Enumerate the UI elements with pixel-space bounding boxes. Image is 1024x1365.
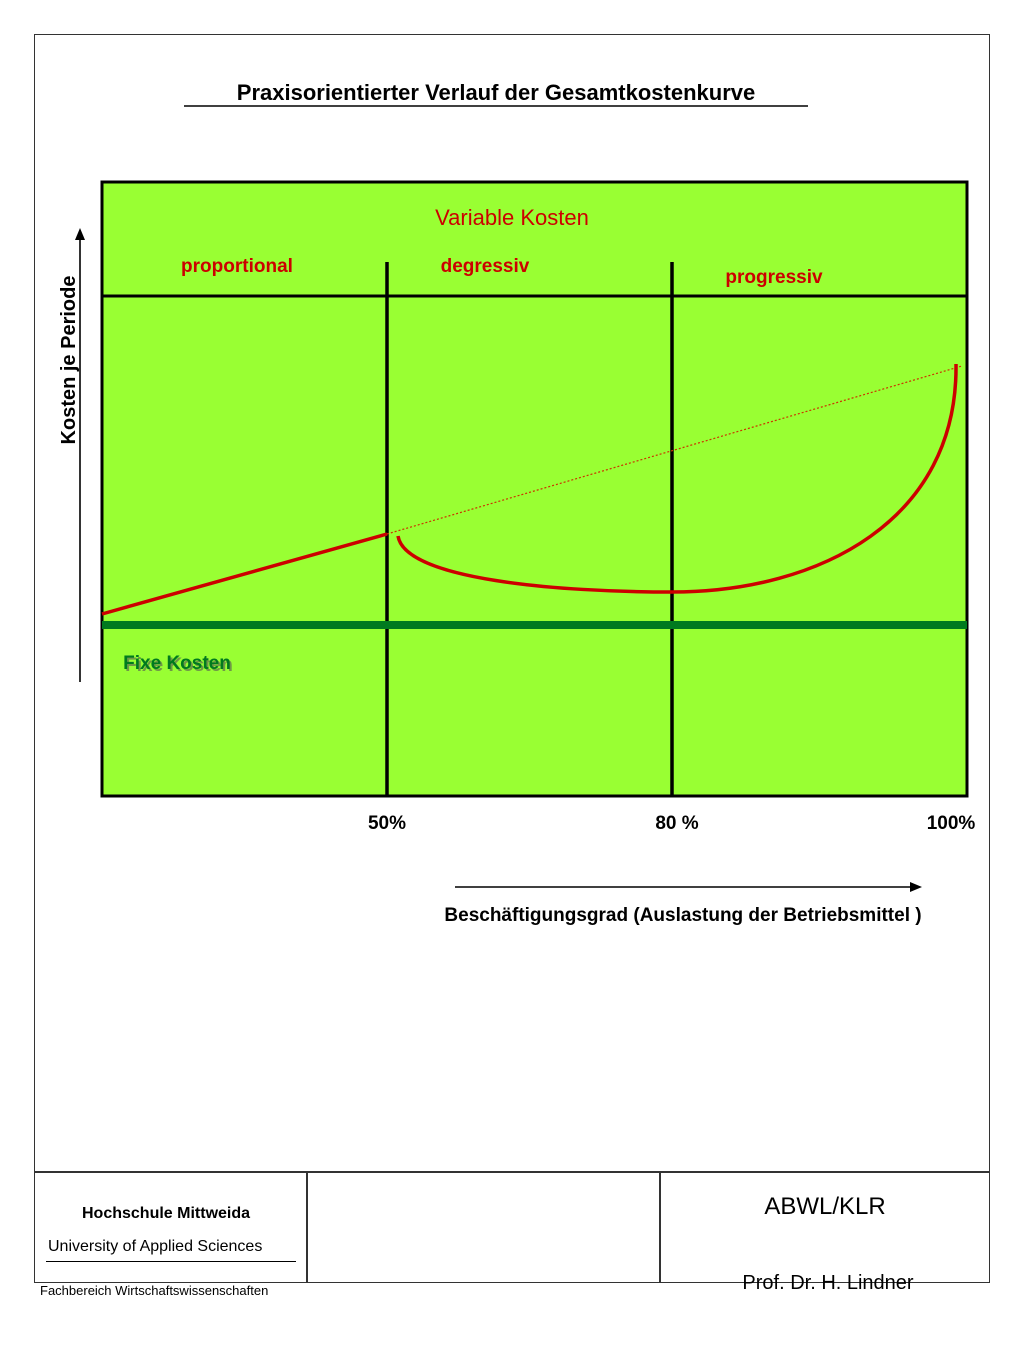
footer-department: Fachbereich Wirtschaftswissenschaften	[40, 1283, 269, 1298]
x-tick-100: 100%	[927, 813, 976, 834]
footer-subtitle: University of Applied Sciences	[48, 1238, 263, 1255]
variable-cost-line-proportional	[101, 532, 388, 616]
x-tick-50: 50%	[368, 813, 406, 834]
x-axis-arrowhead	[910, 882, 922, 892]
y-axis-label: Kosten je Periode	[58, 276, 80, 445]
footer-top-border	[34, 1171, 990, 1173]
x-axis-label: Beschäftigungsgrad (Auslastung der Betri…	[444, 905, 921, 926]
variable-costs-label: Variable Kosten	[435, 205, 589, 230]
footer-divider-left	[306, 1171, 308, 1283]
diagram-title: Praxisorientierter Verlauf der Gesamtkos…	[237, 80, 755, 105]
page-frame	[34, 34, 990, 1283]
segment-label-progressiv: progressiv	[725, 267, 823, 288]
x-tick-80: 80 %	[655, 813, 698, 834]
y-axis-arrowhead	[75, 228, 85, 240]
footer-institution: Hochschule Mittweida	[82, 1205, 251, 1222]
footer-divider-right	[659, 1171, 661, 1283]
footer-author: Prof. Dr. H. Lindner	[742, 1272, 914, 1294]
segment-label-proportional: proportional	[181, 256, 293, 277]
segment-label-degressiv: degressiv	[441, 256, 530, 277]
footer-course: ABWL/KLR	[764, 1193, 886, 1220]
fixed-costs-label: Fixe Kosten	[123, 653, 231, 674]
footer-subtitle-rule	[46, 1261, 296, 1262]
variable-cost-curve-degressive-progressive	[396, 363, 958, 594]
plot-area	[100, 180, 969, 798]
fixed-costs-label-shadow: Fixe Kosten	[125, 655, 233, 676]
